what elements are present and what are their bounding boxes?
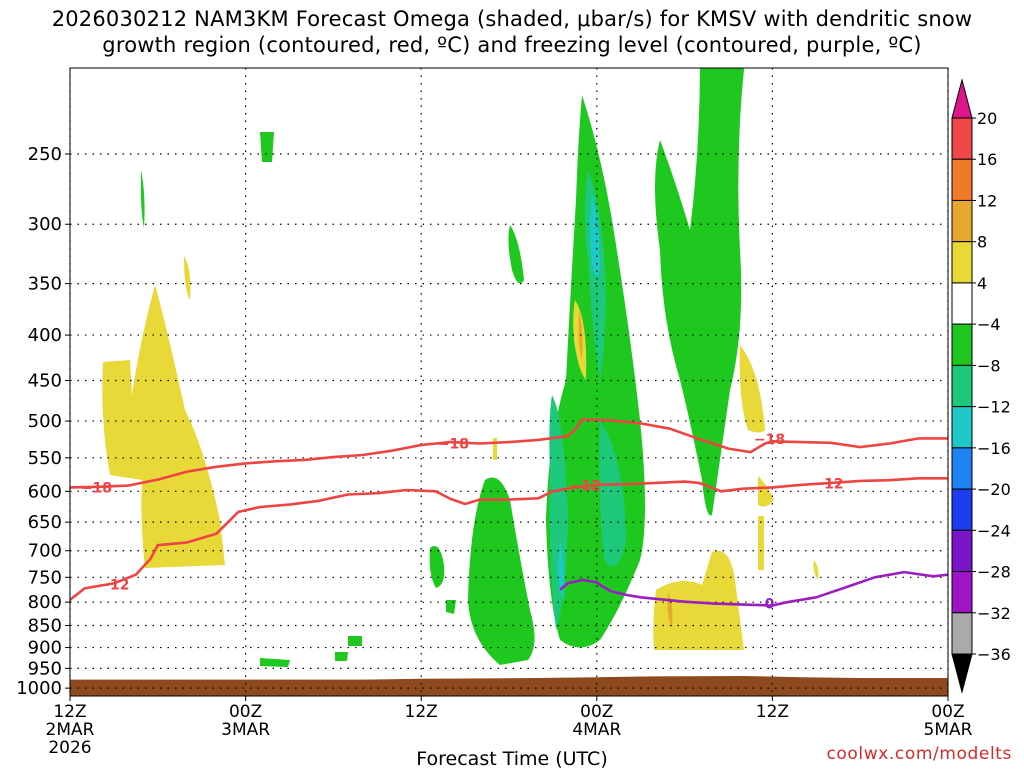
y-tick-label: 500 <box>28 411 62 432</box>
colorbar-label: 12 <box>977 191 997 210</box>
colorbar-label: 8 <box>977 233 987 252</box>
colorbar-swatch <box>951 158 973 201</box>
y-tick-label: 300 <box>28 214 62 235</box>
colorbar-swatch <box>951 241 973 284</box>
x-tick-label: 12Z <box>756 702 789 722</box>
contour-label: −12 <box>812 477 843 493</box>
omega-region-yellow <box>653 550 744 650</box>
y-tick-label: 900 <box>28 638 62 659</box>
colorbar-label: −12 <box>977 398 1011 417</box>
contour-line <box>70 418 948 489</box>
x-tick-label: 12Z <box>405 702 438 722</box>
contour-labels: −18 −18 −18 −12 −12 −12 0 <box>81 432 844 613</box>
colorbar-label: −24 <box>977 521 1011 540</box>
y-tick-label: 600 <box>28 481 62 502</box>
y-tick-label: 450 <box>28 370 62 391</box>
omega-region-yellow <box>184 256 191 300</box>
colorbar-swatch <box>951 364 973 408</box>
y-tick-label: 400 <box>28 325 62 346</box>
colorbar-top-triangle <box>951 78 973 119</box>
omega-region-yellow <box>758 476 774 570</box>
x-tick-label: 4MAR <box>572 720 621 740</box>
y-tick-label: 550 <box>28 448 62 469</box>
colorbar-swatch <box>951 612 973 655</box>
contour-line <box>559 570 948 607</box>
omega-region-cyan <box>590 195 600 277</box>
omega-region-green <box>429 546 445 588</box>
credit-text: coolwx.com/modelts <box>826 744 1012 764</box>
colorbar-label: −4 <box>977 315 1001 334</box>
colorbar-swatch <box>951 529 973 573</box>
x-tick-label: 00Z <box>229 702 262 722</box>
colorbar-label: −8 <box>977 356 1001 375</box>
contour-label: −18 <box>754 432 785 448</box>
y-tick-label: 750 <box>28 567 62 588</box>
contour-label: −18 <box>81 480 112 496</box>
omega-region-yellow <box>493 438 819 580</box>
contour-line <box>70 476 948 601</box>
axes: 2503003504004505005506006507007508008509… <box>16 67 973 758</box>
omega-region-green <box>655 68 745 516</box>
omega-region-yellow <box>739 345 765 433</box>
y-tick-label: 650 <box>28 512 62 533</box>
colorbar-label: 16 <box>977 150 997 169</box>
colorbar-swatch <box>951 488 973 531</box>
terrain-layer <box>70 676 948 696</box>
colorbar-label: −36 <box>977 645 1011 664</box>
y-tick-label: 850 <box>28 616 62 637</box>
contour-label: −12 <box>569 478 600 494</box>
contour-label: −18 <box>438 437 469 453</box>
terrain-fill <box>70 676 948 696</box>
colorbar-swatch <box>951 571 973 614</box>
y-tick-label: 250 <box>28 144 62 165</box>
x-tick-label: 00Z <box>931 702 964 722</box>
omega-region-green <box>260 132 274 162</box>
omega-region-green <box>260 600 456 667</box>
omega-region-teal <box>599 420 626 567</box>
colorbar-swatch <box>951 199 973 243</box>
y-tick-label: 350 <box>28 274 62 295</box>
y-tick-label: 800 <box>28 592 62 613</box>
colorbar-bottom-triangle <box>951 653 973 694</box>
temperature-contours <box>70 418 948 607</box>
colorbar-swatch <box>951 323 973 366</box>
colorbar-swatch <box>951 447 973 490</box>
contour-label: −12 <box>98 577 129 593</box>
x-tick-label: 3MAR <box>221 720 270 740</box>
chart-title-line-1: 2026030212 NAM3KM Forecast Omega (shaded… <box>51 7 973 31</box>
contour-label: 0 <box>765 597 775 613</box>
colorbar: 20 16 12 8 4 −4 −8 −12 −16 −20 −24 −28 −32 −36 <box>951 78 1011 694</box>
colorbar-label: 4 <box>977 274 987 293</box>
y-tick-label: 950 <box>28 658 62 679</box>
plot-frame <box>69 67 949 697</box>
chart-title-line-2: growth region (contoured, red, ºC) and f… <box>102 33 922 57</box>
omega-region-green <box>140 170 145 228</box>
colorbar-label: −32 <box>977 604 1011 623</box>
colorbar-label: −16 <box>977 439 1011 458</box>
omega-region-green <box>508 225 524 284</box>
omega-shading <box>102 68 819 667</box>
x-tick-label: 2MAR <box>46 720 95 740</box>
colorbar-label: −28 <box>977 563 1011 582</box>
colorbar-label: 20 <box>977 109 997 128</box>
x-tick-label: 2026 <box>48 738 91 758</box>
omega-region-cyan <box>558 540 565 600</box>
colorbar-swatch <box>951 282 973 325</box>
x-tick-label: 00Z <box>580 702 613 722</box>
omega-region-yellow <box>102 285 225 568</box>
x-axis-title: Forecast Time (UTC) <box>416 748 608 770</box>
colorbar-swatch <box>951 406 973 449</box>
colorbar-label: −20 <box>977 480 1011 499</box>
omega-region-green <box>468 477 535 665</box>
x-tick-label: 5MAR <box>924 720 973 740</box>
y-tick-label: 700 <box>28 541 62 562</box>
colorbar-swatch <box>951 117 973 160</box>
x-tick-label: 12Z <box>53 702 86 722</box>
y-tick-label: 1000 <box>16 678 62 699</box>
